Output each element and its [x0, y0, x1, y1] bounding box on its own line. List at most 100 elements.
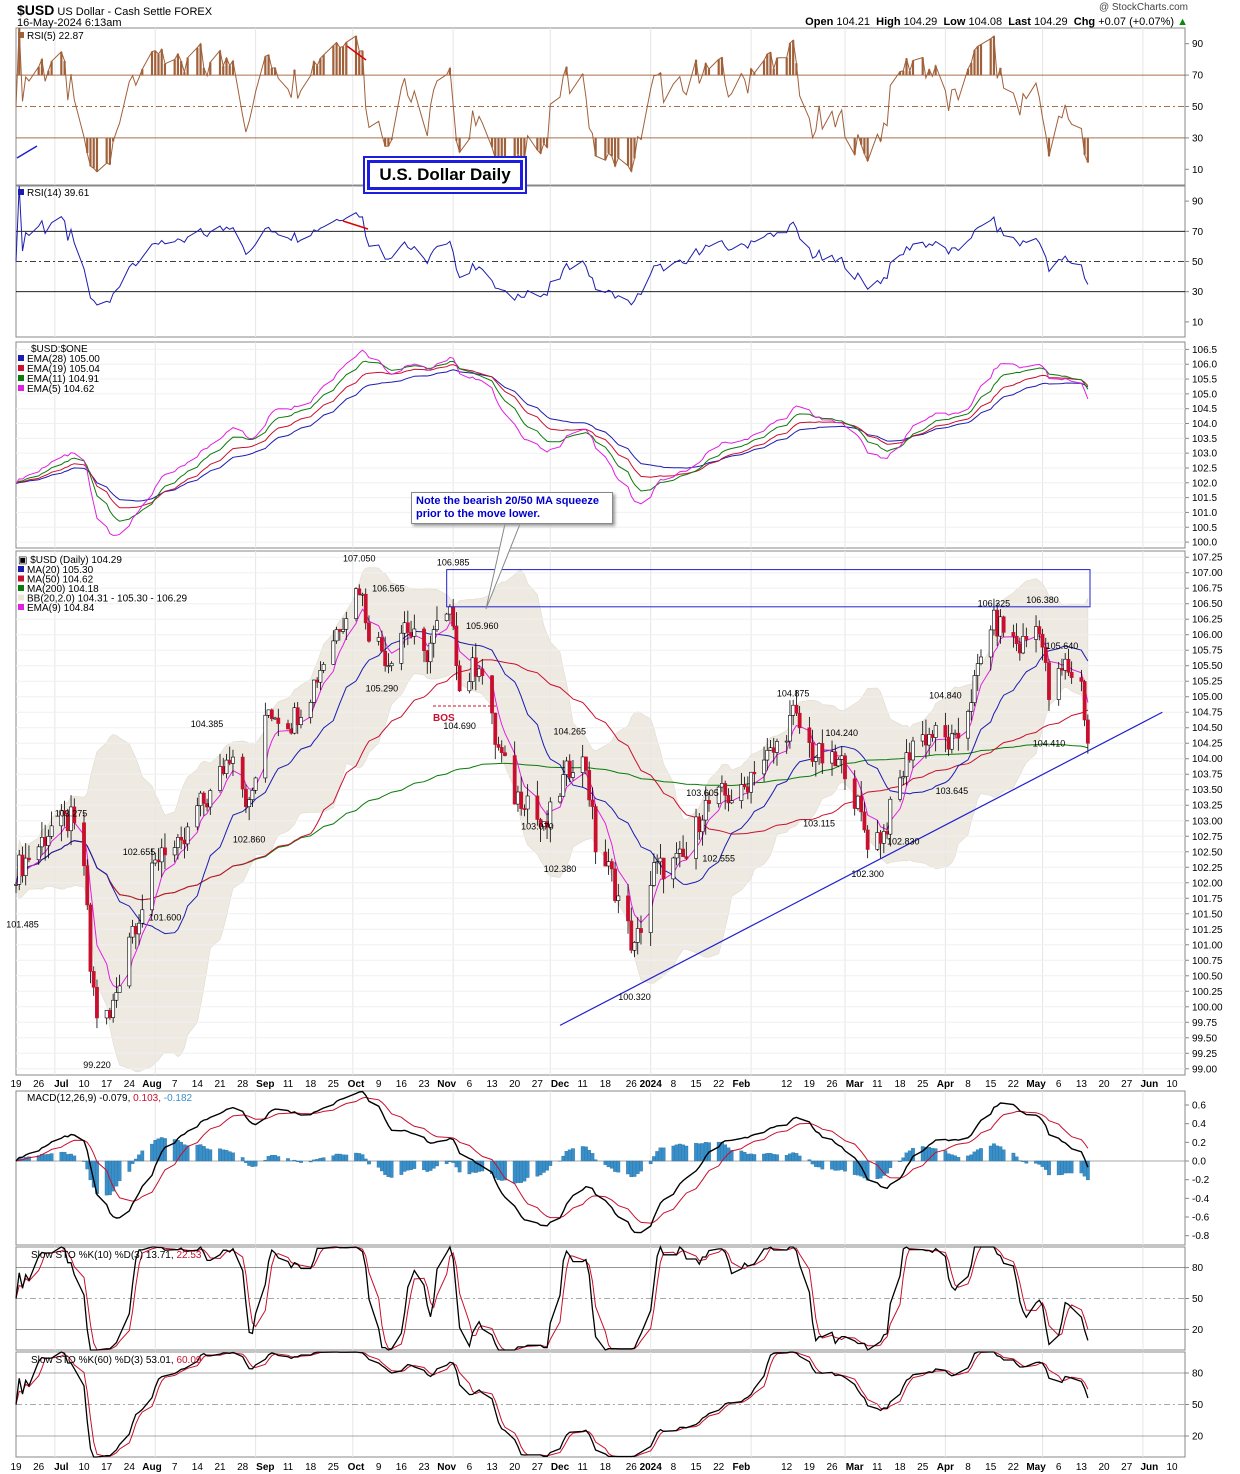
ema11-line — [15, 360, 1089, 522]
macd-histogram-bar — [383, 1160, 388, 1175]
macd-histogram-bar — [975, 1149, 980, 1162]
macd-histogram-bar — [185, 1145, 190, 1162]
x-axis-label: 10 — [78, 1462, 90, 1473]
candle-body — [344, 618, 349, 630]
candle-body — [839, 755, 844, 760]
candle-body — [519, 791, 524, 809]
candle-body — [613, 868, 617, 901]
macd-histogram-bar — [1021, 1160, 1025, 1162]
candle-body — [716, 786, 721, 804]
candle-body — [457, 665, 462, 692]
macd-histogram-bar — [671, 1145, 676, 1162]
candle-body — [266, 709, 271, 716]
candle-body — [17, 854, 22, 885]
candle-body — [59, 810, 64, 827]
rsi5-legend-swatch — [18, 32, 24, 38]
macd-histogram-bar — [875, 1160, 880, 1180]
candle-body — [584, 756, 588, 771]
candle-body — [681, 848, 685, 857]
candle-body — [159, 847, 164, 863]
candle-body — [49, 825, 54, 837]
macd-histogram-bar — [1037, 1160, 1042, 1165]
candle-body — [700, 819, 705, 833]
macd-histogram-bar — [966, 1155, 970, 1162]
ema-legend-swatch — [18, 355, 24, 361]
price-annotation: 106.565 — [372, 584, 405, 594]
price-tick-label: 102.25 — [1192, 863, 1223, 874]
macd-histogram-bar — [626, 1160, 630, 1175]
x-axis-label: 12 — [781, 1079, 793, 1090]
candle-body — [331, 640, 336, 665]
candle-body — [739, 784, 744, 801]
x-axis-label: Dec — [551, 1462, 570, 1473]
chart-date: 16-May-2024 6:13am — [17, 17, 122, 29]
macd-histogram-bar — [470, 1160, 475, 1173]
candle-body — [289, 728, 294, 734]
rsi14-legend-swatch — [18, 189, 24, 195]
price-tick-label: 106.50 — [1192, 599, 1223, 610]
macd-histogram-bar — [525, 1160, 530, 1178]
ema-tick-label: 105.0 — [1192, 389, 1217, 400]
candle-body — [176, 836, 180, 848]
macd-histogram-bar — [431, 1160, 436, 1169]
rsi14-tick-label: 90 — [1192, 197, 1204, 208]
macd-histogram-bar — [1063, 1160, 1068, 1174]
macd-histogram-bar — [956, 1156, 961, 1162]
candle-body — [218, 766, 222, 791]
x-axis-label: 14 — [192, 1462, 204, 1473]
candle-body — [648, 885, 653, 933]
macd-histogram-bar — [114, 1160, 119, 1187]
macd-histogram-bar — [749, 1153, 753, 1162]
candle-body — [1043, 646, 1048, 663]
price-legend-swatch — [18, 604, 24, 610]
macd-histogram-bar — [399, 1160, 404, 1175]
candle-body — [250, 790, 255, 800]
x-axis-label: Jul — [54, 1462, 69, 1473]
ema-tick-label: 101.5 — [1192, 493, 1217, 504]
x-axis-label: 21 — [214, 1462, 226, 1473]
candle-body — [904, 752, 909, 777]
x-axis-label: 8 — [671, 1462, 677, 1473]
candle-body — [454, 625, 459, 667]
candle-body — [185, 826, 190, 845]
x-axis-label: Jun — [1140, 1079, 1158, 1090]
macd-histogram-bar — [269, 1155, 274, 1162]
candle-body — [247, 799, 252, 807]
x-axis-label: 12 — [781, 1462, 793, 1473]
candle-body — [40, 837, 44, 848]
low-label: Low — [943, 16, 966, 28]
price-legend-swatch — [18, 585, 24, 591]
ema-tick-label: 101.0 — [1192, 508, 1217, 519]
macd-histogram-bar — [201, 1146, 206, 1162]
macd-histogram-bar — [341, 1154, 345, 1162]
candle-body — [567, 760, 572, 778]
price-annotation: 103.275 — [55, 809, 88, 819]
ema-tick-label: 103.0 — [1192, 449, 1217, 460]
candle-body — [448, 606, 452, 615]
x-axis-label: Mar — [846, 1079, 864, 1090]
resistance-zone — [446, 569, 1091, 608]
candle-body — [875, 832, 880, 850]
price-annotation: 105.290 — [366, 684, 399, 694]
candle-body — [943, 725, 948, 738]
price-legend-swatch — [18, 575, 24, 582]
candle-body — [726, 795, 731, 804]
macd-histogram-bar — [541, 1160, 546, 1173]
chg-label: Chg — [1073, 16, 1096, 28]
chart-title-box: U.S. Dollar Daily — [367, 160, 523, 190]
candle-body — [337, 629, 342, 632]
candle-body — [988, 629, 993, 658]
last-label: Last — [1008, 16, 1031, 28]
candle-body — [179, 836, 184, 841]
candle-body — [208, 790, 213, 808]
x-axis-label: 15 — [690, 1079, 702, 1090]
macd-histogram-bar — [655, 1151, 660, 1162]
rsi5-tick-label: 70 — [1192, 71, 1204, 82]
x-axis-label: 24 — [124, 1462, 136, 1473]
candle-body — [273, 717, 277, 720]
candle-body — [548, 801, 553, 828]
macd-histogram-bar — [266, 1156, 271, 1162]
macd-histogram-bar — [904, 1152, 909, 1162]
candle-body — [752, 771, 757, 775]
macd-histogram-bar — [953, 1155, 957, 1162]
